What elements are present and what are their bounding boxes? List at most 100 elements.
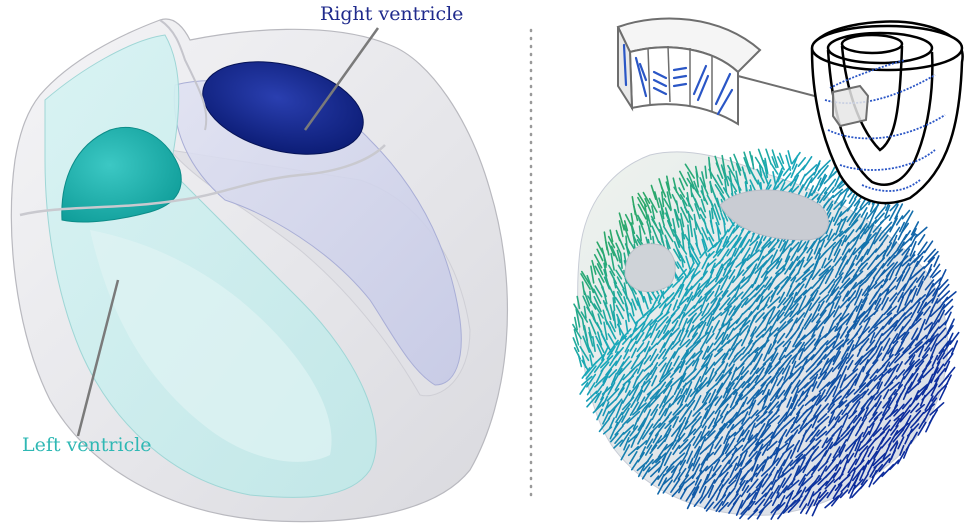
fiber-stroke xyxy=(855,298,863,312)
fiber-stroke xyxy=(587,295,597,310)
fiber-stroke xyxy=(703,348,716,361)
fiber-stroke xyxy=(733,353,743,363)
fiber-stroke xyxy=(894,203,904,220)
fiber-stroke xyxy=(636,439,648,451)
fiber-stroke xyxy=(650,475,660,486)
fiber-stroke xyxy=(925,334,935,345)
fiber-stroke xyxy=(727,343,739,360)
fiber-stroke xyxy=(847,467,856,477)
fiber-stroke xyxy=(769,387,781,402)
fiber-stroke xyxy=(715,162,724,179)
fiber-stroke xyxy=(591,335,596,353)
fiber-stroke xyxy=(572,337,580,353)
fiber-stroke xyxy=(881,346,891,362)
fiber-stroke xyxy=(760,468,770,477)
fiber-stroke xyxy=(726,241,738,257)
fiber-stroke xyxy=(725,227,736,244)
fiber-stroke xyxy=(658,395,667,409)
fiber-stroke xyxy=(833,248,841,263)
fiber-stroke xyxy=(941,298,954,310)
fiber-stroke xyxy=(938,375,950,388)
fiber-stroke xyxy=(839,489,849,499)
fiber-stroke xyxy=(699,459,707,472)
fiber-stroke xyxy=(856,247,864,261)
fiber-stroke xyxy=(795,404,805,416)
fiber-stroke xyxy=(701,354,711,368)
fiber-stroke xyxy=(830,491,843,507)
fiber-stroke xyxy=(677,467,687,480)
fiber-stroke xyxy=(643,363,654,372)
fiber-stroke xyxy=(775,452,785,467)
fiber-stroke xyxy=(854,284,861,299)
fiber-stroke xyxy=(648,394,661,408)
fiber-stroke xyxy=(924,337,935,352)
fiber-stroke xyxy=(695,380,710,395)
fiber-stroke xyxy=(889,217,898,233)
fiber-stroke xyxy=(685,352,696,366)
fiber-stroke xyxy=(704,165,708,179)
fiber-stroke xyxy=(695,242,702,256)
fiber-stroke xyxy=(856,345,863,358)
fiber-stroke xyxy=(690,253,700,267)
fiber-stroke xyxy=(767,457,780,471)
fiber-stroke xyxy=(787,309,801,323)
fiber-stroke xyxy=(596,408,603,421)
fiber-stroke xyxy=(860,248,869,262)
fiber-stroke xyxy=(736,429,745,443)
fiber-stroke xyxy=(863,309,879,323)
fiber-stroke xyxy=(677,338,691,351)
fiber-stroke xyxy=(673,208,680,228)
fiber-stroke xyxy=(576,295,581,310)
fiber-stroke xyxy=(915,255,924,268)
fiber-stroke xyxy=(762,160,769,179)
fiber-stroke xyxy=(632,402,647,416)
fiber-stroke xyxy=(802,445,815,460)
fiber-stroke xyxy=(594,375,607,388)
fiber-stroke xyxy=(897,436,905,450)
fiber-stroke xyxy=(840,426,851,438)
fiber-stroke xyxy=(713,478,725,496)
fiber-stroke xyxy=(699,493,708,504)
fiber-stroke xyxy=(741,479,749,492)
fiber-stroke xyxy=(825,434,835,444)
fiber-stroke xyxy=(861,293,870,304)
fiber-stroke xyxy=(708,236,715,249)
fiber-stroke xyxy=(581,359,590,372)
fiber-stroke xyxy=(915,311,924,322)
fiber-stroke xyxy=(910,301,921,319)
fiber-stroke xyxy=(688,304,703,317)
fiber-stroke xyxy=(944,360,951,373)
fiber-stroke xyxy=(691,478,702,496)
fiber-stroke xyxy=(798,495,807,508)
fiber-stroke xyxy=(834,481,844,492)
fiber-stroke xyxy=(929,305,942,318)
fiber-stroke xyxy=(646,438,654,449)
fiber-stroke xyxy=(894,316,907,332)
fiber-stroke xyxy=(671,436,681,450)
fiber-stroke xyxy=(663,439,677,451)
fiber-stroke xyxy=(747,367,760,384)
fiber-stroke xyxy=(875,249,887,261)
fiber-stroke xyxy=(592,401,605,414)
fiber-stroke xyxy=(775,381,786,398)
fiber-stroke xyxy=(733,317,748,331)
fiber-stroke xyxy=(705,258,717,269)
fiber-stroke xyxy=(719,403,729,417)
fiber-stroke xyxy=(728,269,736,280)
fiber-stroke xyxy=(925,323,934,340)
fiber-stroke xyxy=(818,293,830,304)
fiber-stroke xyxy=(931,354,939,367)
fiber-stroke xyxy=(700,409,709,425)
fiber-stroke xyxy=(831,359,844,373)
fiber-stroke xyxy=(670,339,681,351)
fiber-stroke xyxy=(888,333,899,348)
fiber-stroke xyxy=(776,311,785,322)
fiber-stroke xyxy=(736,453,743,467)
fiber-stroke xyxy=(753,498,766,513)
fiber-stroke xyxy=(634,321,646,332)
fiber-stroke xyxy=(694,436,704,449)
fiber-stroke xyxy=(717,339,731,352)
fiber-stroke xyxy=(674,233,681,249)
fiber-stroke xyxy=(847,344,855,359)
fiber-stroke xyxy=(699,366,709,383)
